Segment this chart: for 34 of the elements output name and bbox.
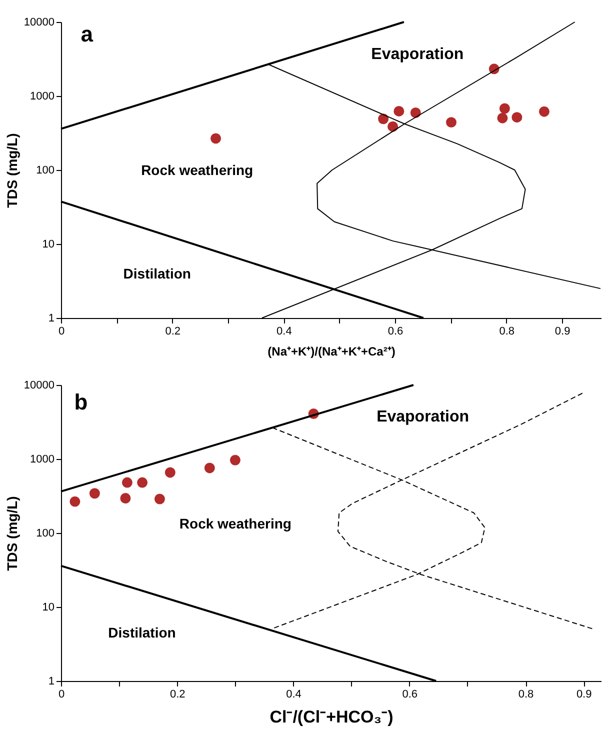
y-tick-label: 10000	[24, 16, 54, 28]
x-tick-label: 0	[58, 688, 65, 700]
y-axis-title: TDS (mg/L)	[4, 133, 20, 208]
y-tick-label: 10	[42, 602, 54, 614]
x-axis-title: Cl⁻/(Cl⁻+HCO₃⁻)	[270, 708, 394, 726]
x-tick-label: 0.8	[518, 688, 534, 700]
annotation: Evaporation	[376, 408, 470, 426]
y-tick-label: 100	[36, 164, 54, 176]
x-tick-label: 0.9	[554, 326, 570, 338]
y-tick-label: 1	[48, 312, 54, 324]
chart-title: a	[80, 22, 94, 47]
y-tick-label: 1000	[30, 454, 54, 466]
x-tick-label: 0.6	[388, 326, 404, 338]
y-tick-label: 10000	[24, 380, 54, 392]
x-tick-label: 0	[58, 326, 65, 338]
x-tick-label: 0.6	[402, 688, 418, 700]
x-tick-label: 0.2	[165, 326, 180, 338]
x-tick-label: 0.2	[170, 688, 186, 700]
chart-title: b	[74, 389, 88, 414]
annotation: Evaporation	[371, 46, 464, 63]
x-axis-title: (Na⁺+K⁺)/(Na⁺+K⁺+Ca²⁺)	[268, 344, 396, 358]
x-tick-label: 0.4	[276, 326, 292, 338]
y-tick-label: 1	[48, 676, 54, 688]
x-tick-label: 0.4	[286, 688, 302, 700]
annotation: Rock weathering	[141, 162, 254, 178]
y-tick-label: 100	[36, 528, 54, 540]
x-tick-label: 0.9	[576, 688, 592, 700]
y-axis-title: TDS (mg/L)	[4, 496, 20, 571]
y-tick-label: 1000	[30, 90, 54, 102]
y-tick-label: 10	[42, 238, 54, 250]
annotation: Rock weathering	[179, 516, 292, 532]
annotation: Distilation	[108, 624, 176, 641]
x-tick-label: 0.8	[499, 326, 515, 338]
annotation: Distilation	[123, 265, 191, 282]
